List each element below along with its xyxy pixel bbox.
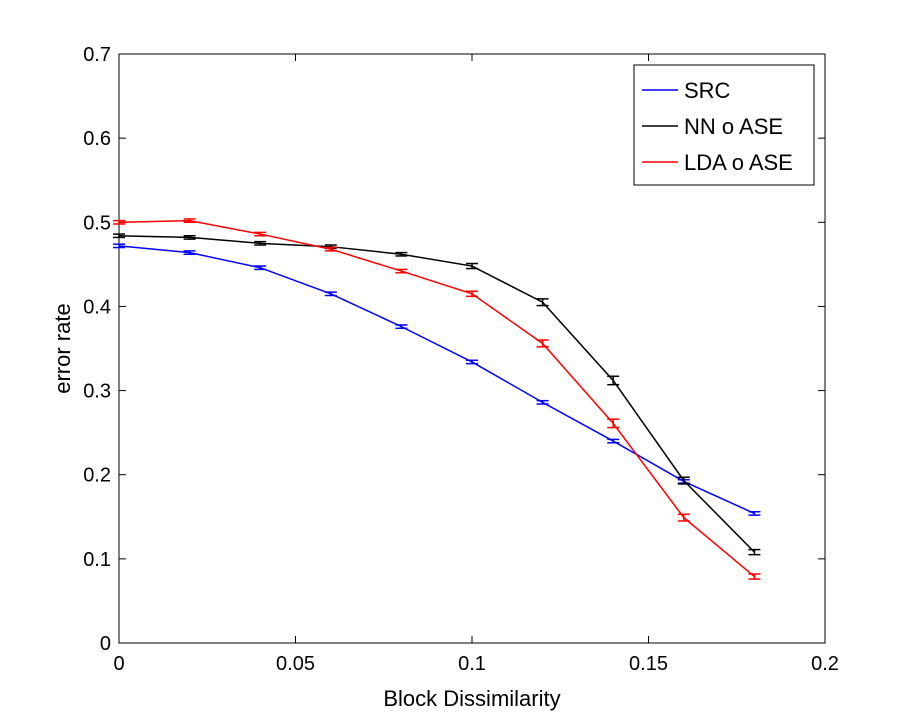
y-tick-label: 0.1 xyxy=(83,549,111,571)
y-tick-label: 0.5 xyxy=(83,212,111,234)
x-tick-label: 0.2 xyxy=(811,653,839,675)
legend-label: LDA o ASE xyxy=(684,150,793,175)
y-tick-label: 0.4 xyxy=(83,296,111,318)
x-tick-label: 0.1 xyxy=(458,653,486,675)
series-line xyxy=(118,235,755,553)
y-tick-label: 0.7 xyxy=(83,44,111,66)
legend: SRC NN o ASE LDA o ASE xyxy=(633,64,815,186)
legend-label: SRC xyxy=(684,78,731,103)
legend-label: NN o ASE xyxy=(684,114,783,139)
y-tick-label: 0.3 xyxy=(83,381,111,403)
x-tick-label: 0 xyxy=(113,653,124,675)
series-line xyxy=(118,245,755,515)
series-line xyxy=(118,219,755,578)
y-tick-label: 0.2 xyxy=(83,465,111,487)
axis-ticks: 0 0.05 0.1 0.15 0.2 0 0.1 0.2 0.3 0.4 0.5 0.6 0.7 xyxy=(83,44,839,675)
legend-box xyxy=(633,64,815,186)
x-tick-label: 0.15 xyxy=(629,653,668,675)
y-tick-label: 0.6 xyxy=(83,128,111,150)
x-tick-label: 0.05 xyxy=(276,653,315,675)
y-tick-label: 0 xyxy=(100,633,111,655)
x-axis-label: Block Dissimilarity xyxy=(383,686,560,711)
y-axis-label: error rate xyxy=(50,303,75,393)
series-lines xyxy=(113,218,761,580)
